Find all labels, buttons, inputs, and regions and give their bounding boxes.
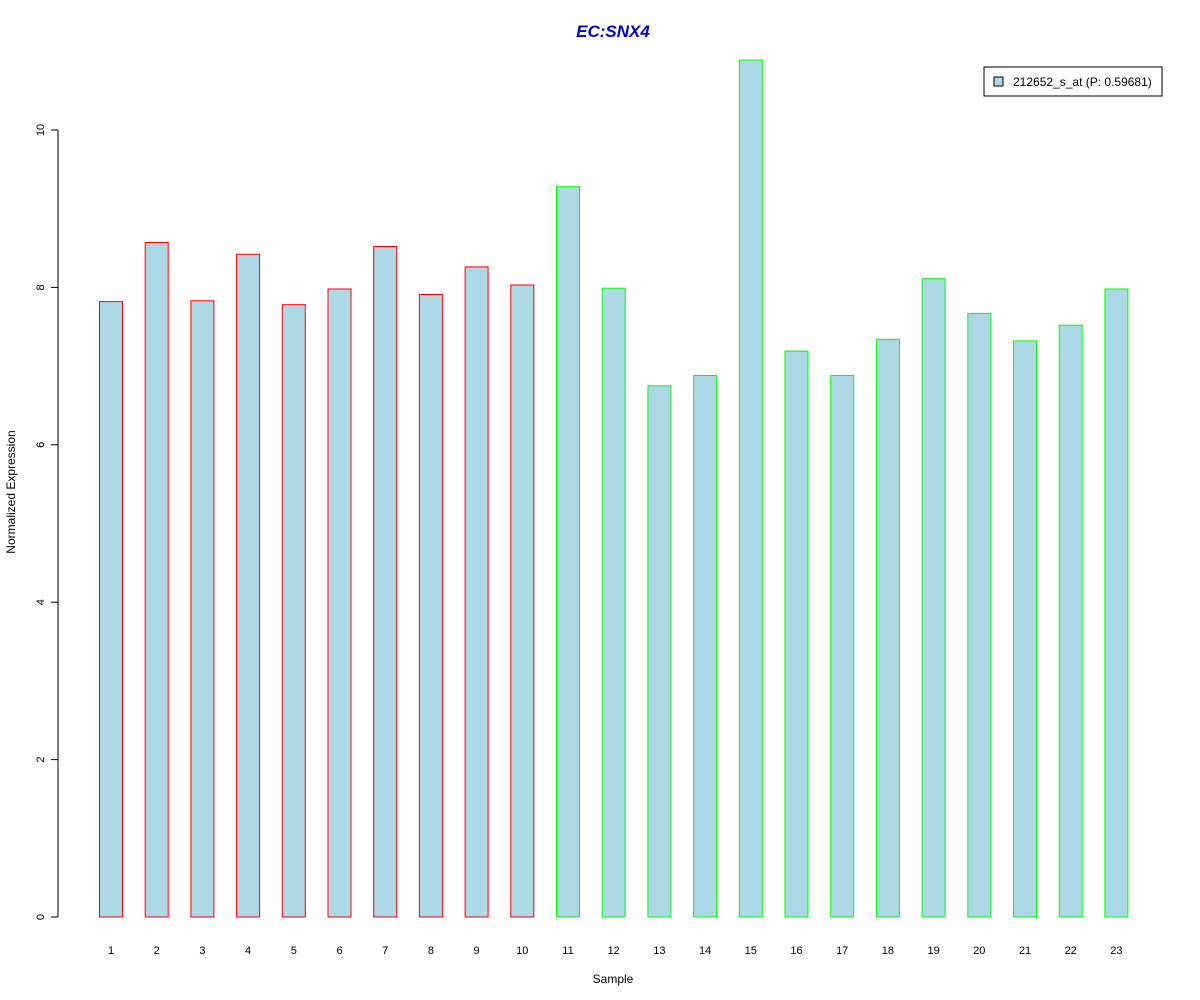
bar-sample-9	[464, 266, 489, 918]
bar-sample-15	[738, 59, 763, 918]
y-axis-tick-label: 2	[35, 757, 47, 763]
bar-sample-5	[281, 304, 306, 918]
bars	[99, 59, 1129, 918]
x-axis-tick-label: 1	[108, 945, 114, 957]
x-axis-tick-label: 3	[199, 945, 205, 957]
x-axis-tick-label: 14	[699, 945, 711, 957]
x-axis-tick-label: 22	[1065, 945, 1077, 957]
y-axis-tick-label: 6	[35, 442, 47, 448]
bar-sample-17	[830, 375, 855, 918]
x-axis-tick-label: 23	[1110, 945, 1122, 957]
x-axis-tick-label: 21	[1019, 945, 1031, 957]
bar-sample-20	[967, 312, 992, 918]
bar-sample-4	[236, 253, 261, 918]
bar-sample-22	[1058, 324, 1083, 918]
y-axis-tick-label: 10	[35, 124, 47, 136]
legend-box	[983, 66, 1163, 97]
x-axis-tick-label: 5	[291, 945, 297, 957]
legend-swatch	[993, 76, 1004, 87]
y-axis-tick-label: 0	[35, 914, 47, 920]
bar-sample-11	[556, 186, 580, 918]
bar-sample-3	[190, 300, 215, 918]
bar-sample-12	[601, 287, 626, 918]
bar-sample-16	[784, 350, 809, 918]
bar-sample-19	[921, 278, 946, 918]
y-axis: 0 2 4 6 8 10	[35, 124, 59, 920]
chart-title: EC:SNX4	[576, 22, 650, 41]
y-axis-label: Normalized Expression	[4, 430, 18, 553]
x-axis-tick-label: 6	[336, 945, 342, 957]
x-axis-tick-label: 9	[474, 945, 480, 957]
legend-entry-label: 212652_s_at (P: 0.59681)	[1013, 75, 1152, 89]
bar-sample-7	[373, 246, 398, 918]
bar-sample-10	[510, 284, 535, 918]
x-axis-tick-label: 16	[790, 945, 802, 957]
x-axis-label: Sample	[593, 972, 634, 986]
y-axis-tick-label: 4	[35, 599, 47, 605]
x-axis-tick-label: 19	[927, 945, 939, 957]
x-axis-tick-label: 8	[428, 945, 434, 957]
bar-sample-23	[1104, 288, 1129, 918]
y-axis-tick-label: 8	[35, 284, 47, 290]
bar-sample-13	[647, 385, 672, 918]
x-axis-tick-label: 4	[245, 945, 251, 957]
bar-sample-21	[1013, 340, 1037, 918]
x-axis-tick-label: 20	[973, 945, 985, 957]
x-axis-tick-label: 15	[745, 945, 757, 957]
legend: 212652_s_at (P: 0.59681)	[983, 66, 1163, 97]
x-axis-tick-labels: 1 2 3 4 5 6 7 8 9 10 11 12 13 14 15 16 17 18 19 20 21 22 23	[108, 945, 1123, 957]
x-axis-tick-label: 10	[516, 945, 528, 957]
bar-sample-1	[99, 301, 123, 918]
x-axis-tick-label: 7	[382, 945, 388, 957]
bar-sample-2	[144, 242, 169, 918]
bar-sample-6	[327, 288, 352, 918]
bar-sample-8	[418, 294, 443, 918]
bar-sample-18	[875, 338, 900, 918]
x-axis-tick-label: 13	[653, 945, 665, 957]
bar-sample-14	[693, 375, 718, 918]
x-axis-tick-label: 12	[608, 945, 620, 957]
x-axis-tick-label: 18	[882, 945, 894, 957]
x-axis-tick-label: 11	[562, 945, 573, 957]
x-axis-tick-label: 2	[154, 945, 160, 957]
x-axis-tick-label: 17	[836, 945, 848, 957]
